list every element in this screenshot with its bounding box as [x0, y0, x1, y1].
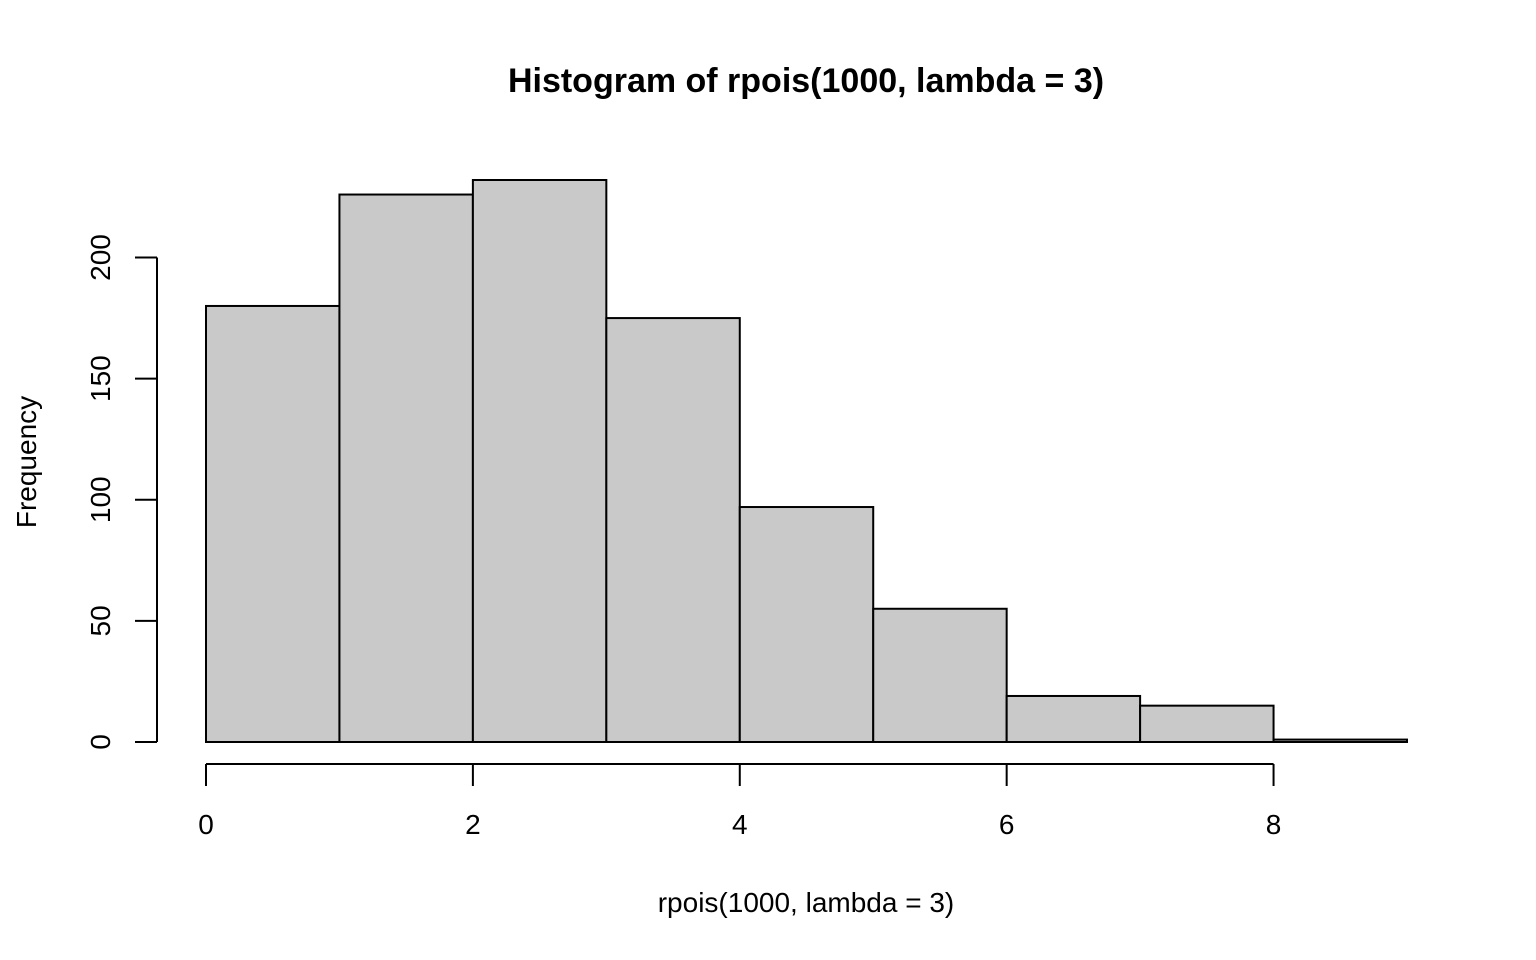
chart-title: Histogram of rpois(1000, lambda = 3) — [508, 62, 1104, 100]
x-tick-label: 8 — [1266, 809, 1282, 840]
y-tick-label: 150 — [85, 355, 116, 402]
y-tick-label: 50 — [85, 605, 116, 636]
histogram-bar-4 — [738, 506, 875, 743]
x-tick-label: 2 — [465, 809, 481, 840]
histogram-bar-8 — [1272, 738, 1408, 743]
y-tick-label: 0 — [85, 734, 116, 750]
x-axis: 0 2 4 6 8 — [198, 763, 1282, 840]
x-tick-label: 6 — [999, 809, 1015, 840]
y-tick-label: 100 — [85, 476, 116, 523]
histogram-bar-3 — [605, 317, 741, 743]
histogram-bar-2 — [471, 179, 608, 743]
x-tick-label: 4 — [732, 809, 748, 840]
y-axis-label: Frequency — [11, 396, 42, 528]
histogram-bars — [205, 179, 1408, 744]
x-axis-label: rpois(1000, lambda = 3) — [658, 887, 955, 918]
histogram-bar-7 — [1139, 704, 1275, 744]
histogram-bar-1 — [338, 193, 474, 743]
histogram-bar-5 — [872, 607, 1008, 743]
x-tick-label: 0 — [198, 809, 214, 840]
y-tick-label: 200 — [85, 234, 116, 281]
histogram-bar-0 — [205, 304, 341, 743]
histogram-bar-6 — [1005, 694, 1142, 743]
y-axis: 0 50 100 150 200 — [85, 234, 158, 750]
